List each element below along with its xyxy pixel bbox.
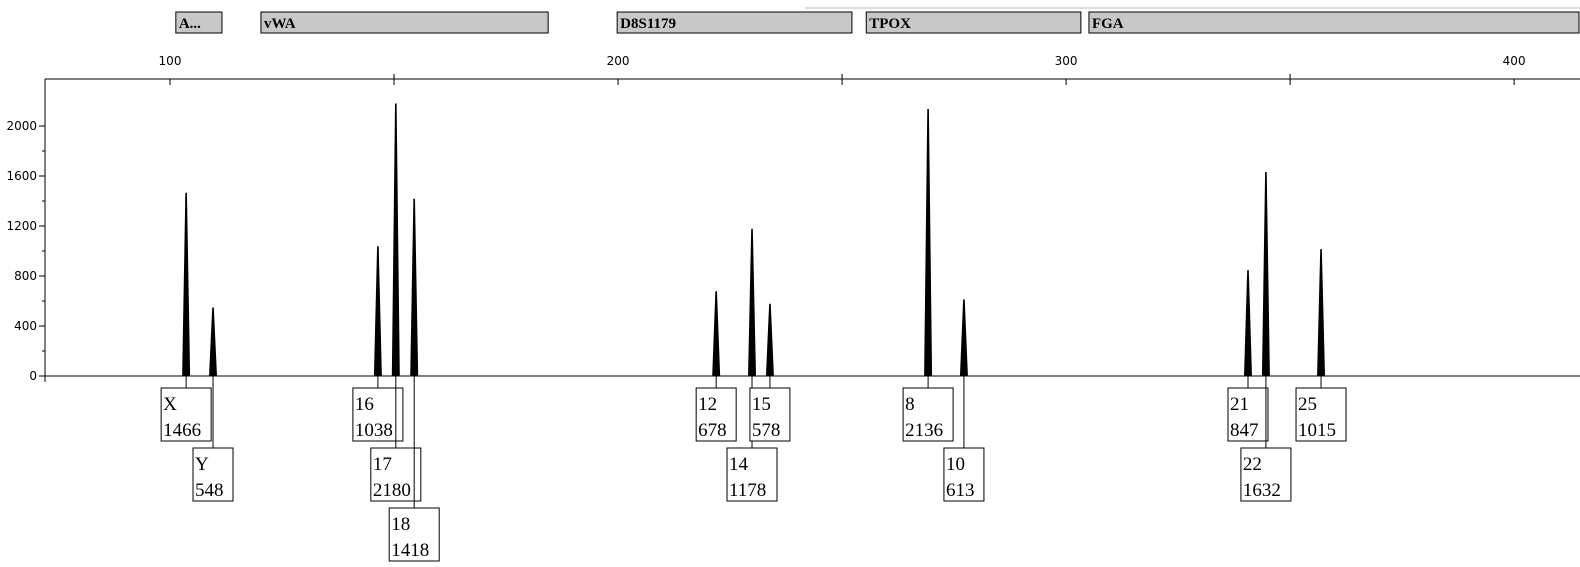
y-tick-label: 1200 <box>6 219 37 233</box>
allele-height: 2136 <box>905 420 943 441</box>
peak <box>1261 172 1270 376</box>
allele-name: 14 <box>729 454 749 475</box>
peak <box>209 307 218 376</box>
locus-name: D8S1179 <box>620 16 676 32</box>
peak <box>712 291 721 376</box>
allele-box <box>695 387 737 442</box>
peak <box>391 103 400 376</box>
locus-bar <box>1088 11 1580 34</box>
allele-box <box>370 447 422 502</box>
allele-name: 18 <box>391 514 410 535</box>
allele-height: 1038 <box>355 420 393 441</box>
allele-box <box>1295 387 1347 442</box>
locus-name: TPOX <box>869 16 911 32</box>
allele-name: 10 <box>946 454 965 475</box>
allele-height: 1466 <box>163 420 201 441</box>
peak <box>924 109 933 376</box>
allele-name: 22 <box>1243 454 1262 475</box>
allele-box <box>192 447 234 502</box>
x-tick-label: 400 <box>1503 54 1526 68</box>
allele-name: 8 <box>905 394 915 415</box>
allele-box <box>388 507 440 562</box>
allele-name: 16 <box>355 394 374 415</box>
allele-height: 678 <box>698 420 727 441</box>
locus-name: A... <box>179 16 201 32</box>
allele-box <box>726 447 778 502</box>
allele-name: 25 <box>1298 394 1317 415</box>
allele-height: 2180 <box>373 480 411 501</box>
allele-box <box>1240 447 1292 502</box>
allele-box <box>160 387 212 442</box>
y-tick-label: 1600 <box>6 169 37 183</box>
locus-name: FGA <box>1092 16 1124 32</box>
peak <box>373 246 382 376</box>
allele-height: 1632 <box>1243 480 1281 501</box>
locus-bar <box>616 11 853 34</box>
peak <box>765 303 774 376</box>
allele-height: 613 <box>946 480 975 501</box>
allele-height: 1015 <box>1298 420 1336 441</box>
allele-name: 17 <box>373 454 392 475</box>
allele-height: 1418 <box>391 540 429 561</box>
peak <box>748 228 757 376</box>
locus-bar <box>865 11 1082 34</box>
peak <box>182 192 191 376</box>
allele-box <box>943 447 985 502</box>
allele-height: 847 <box>1230 420 1259 441</box>
allele-height: 1178 <box>729 480 766 501</box>
allele-name: 12 <box>698 394 717 415</box>
y-tick-label: 0 <box>29 369 37 383</box>
y-tick-label: 800 <box>14 269 37 283</box>
allele-height: 578 <box>752 420 781 441</box>
allele-box <box>352 387 404 442</box>
allele-height: 548 <box>195 480 224 501</box>
allele-name: Y <box>195 454 209 475</box>
allele-box <box>1227 387 1269 442</box>
x-tick-label: 100 <box>159 54 182 68</box>
x-tick-label: 200 <box>607 54 630 68</box>
allele-name: X <box>163 394 177 415</box>
locus-bar <box>175 11 223 34</box>
peak <box>1243 270 1252 376</box>
allele-name: 15 <box>752 394 771 415</box>
allele-name: 21 <box>1230 394 1249 415</box>
allele-box <box>749 387 791 442</box>
y-tick-label: 400 <box>14 319 37 333</box>
x-tick-label: 300 <box>1055 54 1078 68</box>
peak <box>410 198 419 376</box>
locus-bar <box>260 11 549 34</box>
y-tick-label: 2000 <box>6 119 37 133</box>
peak <box>1317 249 1326 376</box>
peak <box>959 299 968 376</box>
locus-name: vWA <box>264 16 296 32</box>
allele-box <box>902 387 954 442</box>
